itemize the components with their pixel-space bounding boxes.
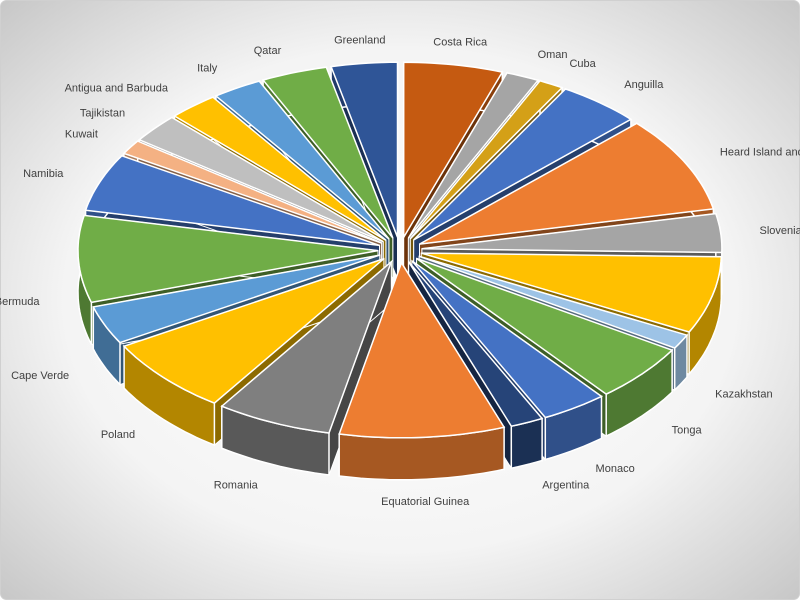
slice [77,214,379,304]
data-label: Kuwait [65,129,98,141]
data-label: Qatar [254,45,282,57]
data-label: Heard Island and McDonald Islands [720,146,800,158]
data-label: Namibia [23,168,64,180]
slice [330,61,399,238]
slice [409,79,564,240]
data-label: Antigua and Barbuda [65,83,169,95]
data-label: Cape Verde [11,370,69,382]
data-label: Equatorial Guinea [381,496,470,508]
slice [122,257,385,404]
data-label: Slovenia [760,225,800,237]
data-label: Monaco [596,463,635,475]
data-label: Romania [214,479,259,491]
slice [338,261,506,439]
data-label: Greenland [334,35,385,47]
data-label: Costa Rica [433,36,488,48]
slice [408,261,544,428]
data-label: Anguilla [624,79,664,91]
slice [407,72,540,239]
slice [84,154,380,247]
data-label: Oman [538,49,568,61]
slice [402,61,504,241]
slice [137,116,384,243]
data-label: Tajikistan [80,107,125,119]
slice [413,88,633,241]
data-label: Bermuda [0,296,40,308]
data-label: Poland [101,429,135,441]
slice [421,252,723,333]
data-label: Italy [197,62,218,74]
data-label: Cuba [569,58,596,70]
slice [411,260,603,419]
slice [122,140,382,244]
slice [416,257,674,395]
slice [173,96,387,241]
slice [92,254,381,344]
slice [214,80,390,240]
data-label: Kazakhstan [715,389,772,401]
data-label: Tonga [672,425,703,437]
slice [421,212,723,254]
slice [418,255,689,349]
slice [220,259,393,434]
slice [261,66,394,239]
data-label: Argentina [542,479,590,491]
slice [419,122,715,245]
